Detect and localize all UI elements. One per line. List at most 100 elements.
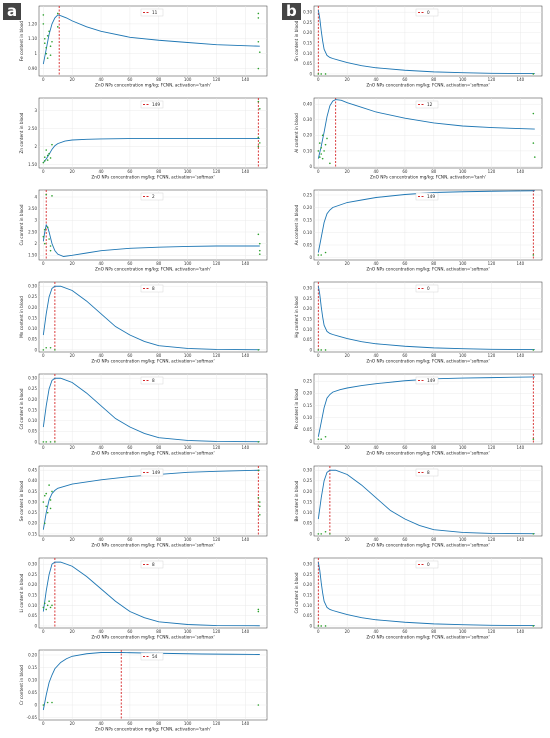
y-tick-label: 0.10 [303, 327, 312, 332]
y-tick-label: 0.10 [303, 603, 312, 608]
chart-b7: 0 20 40 60 80 100 120 140 0 0.05 0.10 0.15 0.20 0.25 0… [294, 557, 543, 640]
x-tick-label: 60 [402, 169, 408, 174]
data-point [51, 604, 53, 607]
x-tick-label: 140 [242, 169, 250, 174]
y-tick-label: 0.25 [28, 294, 37, 299]
x-tick-label: 40 [374, 353, 380, 358]
data-point [54, 349, 56, 351]
data-point [320, 625, 323, 627]
x-tick-label: 20 [70, 169, 76, 174]
y-tick-label: 0 [309, 255, 312, 260]
y-tick-label: -0.05 [27, 715, 38, 720]
legend-label: 8 [427, 470, 430, 475]
data-point [257, 441, 260, 443]
x-tick-label: 140 [517, 169, 525, 174]
x-tick-label: 140 [242, 445, 250, 450]
y-axis-label: Be content in blood [294, 480, 299, 521]
x-tick-label: 60 [127, 721, 133, 726]
x-axis-label: ZnO NPs concentration mg/kg; FCNN, activ… [91, 635, 214, 640]
data-point [42, 235, 45, 238]
chart-a5: 0 20 40 60 80 100 120 140 0 0.05 0.10 0.15 0.20 0.25 0… [19, 373, 268, 456]
chart-a1: 0 20 40 60 80 100 120 140 0.90 1 1.10 1.20 ZnO NPs c… [19, 5, 268, 88]
y-tick-label: 0.25 [303, 572, 312, 577]
fitted-curve [42, 138, 260, 163]
data-point [257, 469, 260, 472]
y-tick-label: 0.10 [303, 230, 312, 235]
y-tick-label: 0.15 [28, 665, 37, 670]
y-tick-label: 0.05 [303, 337, 312, 342]
x-axis-label: ZnO NPs concentration mg/kg; FCNN, activ… [366, 267, 489, 272]
data-point [257, 610, 260, 613]
data-point [258, 107, 261, 110]
chart-b5: 0 20 40 60 80 100 120 140 0 0.05 0.10 0.15 0.20 0.25 Z… [294, 373, 543, 456]
data-point [329, 162, 331, 165]
fitted-curve [42, 561, 260, 627]
y-axis-label: Fe content in blood [19, 21, 24, 62]
x-tick-label: 0 [317, 445, 320, 450]
y-tick-label: 0.15 [28, 407, 37, 412]
data-point [323, 150, 325, 152]
plot-frame [313, 373, 543, 445]
fitted-curve [42, 223, 260, 257]
data-point [258, 253, 261, 255]
y-axis-label: Mn content in blood [19, 296, 24, 338]
x-tick-label: 140 [242, 353, 250, 358]
x-tick-label: 140 [517, 629, 525, 634]
y-tick-label: 0.30 [28, 562, 37, 567]
x-tick-label: 60 [402, 445, 408, 450]
data-point [49, 441, 52, 443]
legend-label: 149 [427, 378, 435, 383]
x-tick-label: 40 [374, 77, 380, 82]
y-tick-label: 1.50 [28, 162, 37, 167]
data-point [43, 494, 46, 497]
y-axis-label: Hg content in blood [294, 296, 299, 338]
y-tick-label: 0.05 [28, 690, 37, 695]
y-tick-label: 0 [34, 623, 37, 628]
x-tick-label: 20 [70, 721, 76, 726]
legend-box [415, 284, 439, 293]
x-axis-label: ZnO NPs concentration mg/kg; FCNN, activ… [91, 359, 214, 364]
y-tick-label: 0 [309, 164, 312, 169]
x-tick-label: 80 [156, 537, 162, 542]
legend-label: 12 [427, 102, 433, 107]
data-point [45, 346, 48, 349]
data-point [49, 54, 52, 56]
x-tick-label: 100 [184, 537, 192, 542]
data-point [258, 51, 261, 53]
data-point [42, 14, 45, 16]
legend-label: 0 [427, 10, 430, 15]
y-tick-label: 0 [309, 347, 312, 352]
x-tick-label: 120 [213, 721, 221, 726]
y-tick-label: 0.90 [28, 66, 37, 71]
x-tick-label: 40 [374, 445, 380, 450]
fitted-curve [317, 376, 535, 437]
x-tick-label: 0 [42, 629, 45, 634]
data-point [324, 435, 327, 438]
data-point [54, 441, 56, 443]
y-axis-label: Cr content in blood [19, 665, 24, 705]
legend-label: 8 [152, 378, 155, 383]
x-tick-label: 60 [127, 629, 133, 634]
x-tick-label: 0 [317, 77, 320, 82]
chart-b4: 0 20 40 60 80 100 120 140 0 0.05 0.10 0.15 0.20 0.25 0… [294, 281, 543, 364]
y-tick-label: 0.20 [28, 397, 37, 402]
x-tick-label: 0 [42, 353, 45, 358]
y-tick-label: 0.20 [303, 489, 312, 494]
x-tick-label: 20 [70, 537, 76, 542]
x-tick-label: 100 [184, 261, 192, 266]
y-tick-label: 1 [34, 51, 37, 56]
x-tick-label: 80 [431, 629, 437, 634]
legend-label: 8 [152, 562, 155, 567]
y-tick-label: 0.10 [28, 418, 37, 423]
data-point [532, 73, 535, 75]
data-point [45, 505, 48, 508]
legend-label: 149 [427, 194, 435, 199]
x-tick-label: 80 [156, 721, 162, 726]
data-point [43, 228, 46, 231]
panel-label-a: a [3, 3, 22, 20]
legend-label: 0 [427, 286, 430, 291]
data-point [49, 249, 52, 252]
x-tick-label: 80 [431, 77, 437, 82]
x-tick-label: 100 [459, 261, 467, 266]
fitted-curve [42, 285, 260, 351]
